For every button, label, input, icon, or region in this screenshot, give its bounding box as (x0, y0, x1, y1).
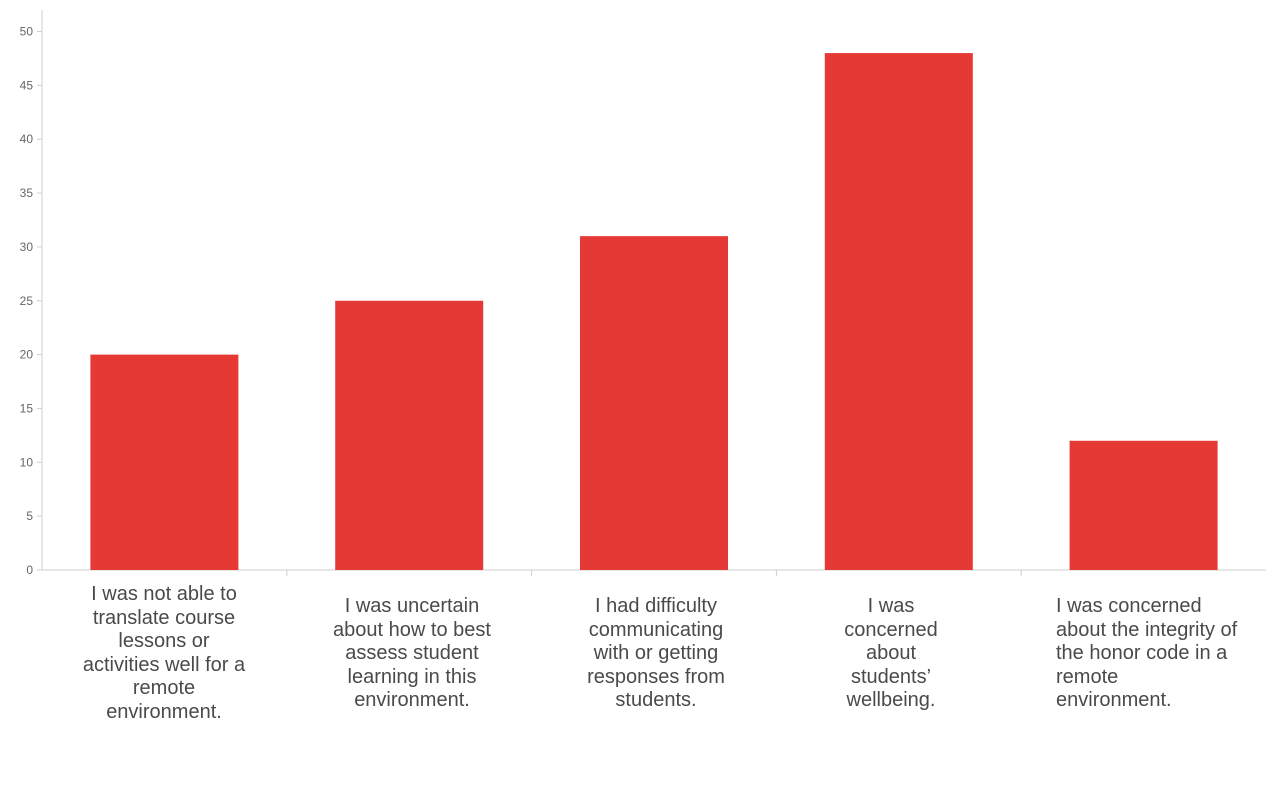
bar (335, 300, 484, 570)
category-label: I had difficulty communicating with or g… (587, 595, 725, 711)
y-tick-label: 15 (20, 401, 34, 415)
y-tick-label: 50 (20, 25, 34, 39)
y-tick-label: 5 (26, 509, 33, 523)
y-axis-ticks: 0 5 10 15 20 25 30 35 40 45 50 (20, 25, 42, 577)
y-tick-label: 30 (20, 240, 34, 254)
category-label: I was concerned about the integrity of t… (1056, 595, 1238, 711)
bar (580, 236, 728, 570)
y-tick-label: 0 (26, 563, 33, 577)
bar (824, 53, 973, 571)
y-tick-label: 40 (20, 132, 34, 146)
y-tick-label: 10 (20, 455, 34, 469)
x-axis-ticks (286, 570, 1022, 576)
category-label: I was not able to translate course lesso… (82, 583, 246, 723)
bars (90, 53, 1218, 571)
bar (90, 354, 239, 570)
y-tick-label: 45 (20, 78, 34, 92)
bar (1069, 440, 1218, 570)
category-label: I was uncertain about how to best assess… (333, 595, 491, 711)
y-tick-label: 25 (20, 294, 34, 308)
y-tick-label: 35 (20, 186, 34, 200)
category-label: I was concerned about students’ wellbein… (844, 595, 938, 711)
y-tick-label: 20 (20, 348, 34, 362)
